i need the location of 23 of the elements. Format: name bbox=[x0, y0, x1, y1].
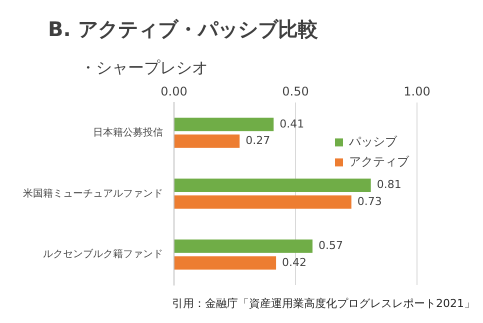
data-label: 0.41 bbox=[280, 117, 304, 130]
bar bbox=[174, 118, 274, 132]
legend-label: アクティブ bbox=[349, 154, 410, 169]
data-label: 0.27 bbox=[246, 134, 270, 148]
bar bbox=[174, 240, 313, 253]
y-tick-label: 日本籍公募投信 bbox=[93, 126, 163, 138]
legend-label: パッシブ bbox=[348, 134, 398, 149]
x-tick-label: 1.00 bbox=[404, 84, 430, 98]
data-label: 0.73 bbox=[357, 194, 382, 208]
x-tick-label: 0.00 bbox=[160, 84, 188, 98]
text: 引用：金融庁「資産運用業高度化プログレスレポート2021」 bbox=[172, 296, 475, 311]
bar bbox=[174, 178, 371, 192]
data-label: 0.81 bbox=[376, 178, 402, 192]
x-tick-label: 0.50 bbox=[282, 84, 309, 98]
data-label: 0.57 bbox=[318, 239, 344, 252]
chart-title: B. アクティブ・パッシブ比較 bbox=[48, 16, 318, 43]
bar bbox=[174, 195, 352, 209]
chart-subtitle: ・シャープレシオ bbox=[80, 58, 208, 79]
bar bbox=[174, 256, 276, 270]
data-label: 0.42 bbox=[282, 256, 307, 269]
bar bbox=[174, 134, 240, 148]
y-tick-label: ルクセンブルク籍ファンド bbox=[43, 248, 163, 260]
y-tick-label: 米国籍ミューチュアルファンド bbox=[23, 187, 163, 200]
